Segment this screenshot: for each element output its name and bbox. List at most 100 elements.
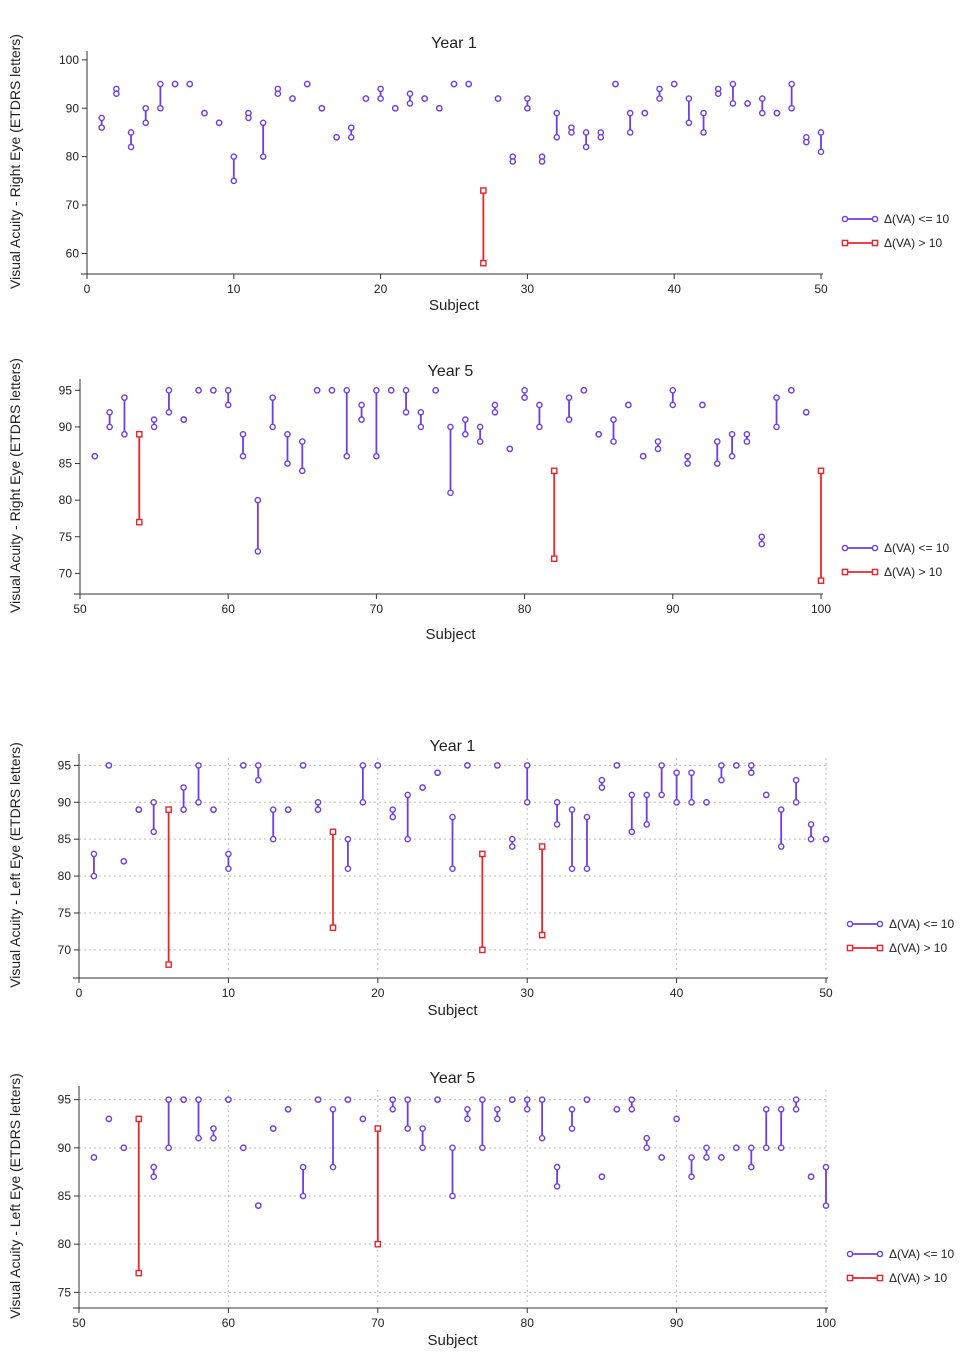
value-b-point bbox=[135, 1269, 143, 1277]
value-a-point bbox=[685, 95, 693, 102]
subject-7-mark bbox=[180, 784, 187, 813]
value-b-point bbox=[91, 452, 99, 460]
subject-31-mark bbox=[538, 153, 546, 165]
legend-small-change-marker-right bbox=[876, 1250, 884, 1258]
subject-28-mark bbox=[494, 95, 502, 102]
chart-panel-3: Year 1 70 75 80 85 90 95 0 10 20 30 40 50 Subject Visu… bbox=[7, 738, 954, 1019]
value-b-point bbox=[284, 806, 292, 813]
value-b-point bbox=[553, 1183, 561, 1190]
y-axis-label: Visual Acuity - Left Eye (ETDRS letters) bbox=[7, 742, 23, 988]
value-a-point bbox=[157, 80, 164, 88]
x-tick-label: 60 bbox=[222, 1316, 236, 1330]
value-a-point bbox=[359, 762, 367, 769]
value-b-point bbox=[239, 452, 247, 460]
subject-4-mark bbox=[142, 104, 150, 127]
subject-38-mark bbox=[641, 109, 649, 117]
subject-88-mark bbox=[639, 452, 647, 460]
subject-55-mark bbox=[150, 416, 158, 431]
legend: Δ(VA) <= 10 Δ(VA) > 10 bbox=[841, 212, 949, 250]
subject-55-mark bbox=[150, 1163, 157, 1181]
y-axis-label: Visual Acuity - Right Eye (ETDRS letters… bbox=[7, 34, 23, 289]
value-b-point bbox=[733, 762, 740, 769]
value-a-point bbox=[230, 153, 238, 160]
chart-title: Year 1 bbox=[431, 35, 477, 52]
subject-19-mark bbox=[362, 95, 370, 102]
value-a-point bbox=[180, 784, 187, 791]
subject-65-mark bbox=[298, 438, 306, 475]
value-b-point bbox=[748, 1163, 755, 1171]
value-a-point bbox=[299, 1163, 307, 1171]
subject-16-mark bbox=[318, 104, 326, 112]
value-b-point bbox=[626, 129, 634, 136]
subject-3-mark bbox=[127, 129, 135, 151]
value-a-point bbox=[817, 467, 825, 475]
value-a-point bbox=[538, 843, 546, 850]
value-b-point bbox=[447, 489, 454, 497]
x-tick-label: 0 bbox=[76, 986, 83, 1000]
x-tick-label: 80 bbox=[521, 1316, 535, 1330]
data-marks bbox=[91, 387, 825, 584]
subject-40-mark bbox=[673, 769, 680, 806]
value-b-point bbox=[703, 798, 710, 806]
subject-49-mark bbox=[807, 821, 815, 843]
value-b-point bbox=[656, 95, 663, 102]
subject-100-mark bbox=[817, 467, 825, 584]
subject-58-mark bbox=[195, 1096, 202, 1142]
value-a-point bbox=[142, 104, 150, 112]
subject-24-mark bbox=[434, 769, 441, 777]
subject-76-mark bbox=[462, 416, 469, 438]
y-tick-label: 75 bbox=[58, 1285, 72, 1299]
subject-69-mark bbox=[358, 401, 365, 423]
value-b-point bbox=[464, 1115, 471, 1123]
subject-12-mark bbox=[259, 119, 267, 160]
subject-13-mark bbox=[274, 85, 282, 98]
subject-61-mark bbox=[240, 1144, 247, 1152]
value-b-point bbox=[389, 813, 397, 821]
value-b-point bbox=[224, 401, 232, 409]
legend-large-change-marker-left bbox=[841, 568, 849, 576]
subject-87-mark bbox=[625, 401, 632, 409]
value-a-point bbox=[329, 828, 337, 836]
value-b-point bbox=[685, 119, 693, 127]
legend-small-change-marker-right bbox=[871, 215, 879, 223]
x-tick-label: 10 bbox=[227, 282, 241, 296]
value-a-point bbox=[344, 835, 352, 843]
value-a-point bbox=[225, 850, 232, 858]
value-b-point bbox=[195, 387, 202, 394]
value-b-point bbox=[105, 1115, 113, 1123]
value-b-point bbox=[245, 114, 252, 122]
value-b-point bbox=[817, 148, 825, 156]
value-b-point bbox=[508, 843, 516, 850]
subject-34-mark bbox=[582, 129, 590, 151]
legend: Δ(VA) <= 10 Δ(VA) > 10 bbox=[841, 541, 949, 579]
value-b-point bbox=[269, 423, 276, 431]
value-b-point bbox=[150, 423, 158, 431]
value-a-point bbox=[568, 806, 576, 813]
subject-21-mark bbox=[389, 806, 397, 821]
value-b-point bbox=[195, 798, 202, 806]
subject-3-mark bbox=[120, 858, 128, 865]
value-a-point bbox=[688, 1154, 695, 1161]
value-a-point bbox=[508, 835, 516, 843]
value-b-point bbox=[298, 467, 306, 475]
value-b-point bbox=[419, 1144, 426, 1152]
value-b-point bbox=[240, 1144, 247, 1152]
value-b-point bbox=[494, 1115, 501, 1123]
subject-100-mark bbox=[822, 1163, 830, 1209]
y-tick-label: 75 bbox=[59, 530, 73, 544]
value-b-point bbox=[165, 1144, 172, 1152]
value-b-point bbox=[802, 408, 810, 416]
value-b-point bbox=[391, 104, 399, 112]
x-axis-label: Subject bbox=[425, 626, 476, 643]
value-b-point bbox=[404, 835, 411, 843]
subject-11-mark bbox=[245, 109, 252, 122]
value-b-point bbox=[538, 931, 546, 939]
value-a-point bbox=[713, 438, 721, 445]
subject-10-mark bbox=[230, 153, 238, 185]
subject-43-mark bbox=[718, 762, 725, 784]
x-tick-label: 40 bbox=[668, 282, 682, 296]
subject-99-mark bbox=[802, 408, 810, 416]
value-b-point bbox=[494, 762, 501, 769]
x-tick-label: 100 bbox=[811, 602, 831, 616]
subject-59-mark bbox=[210, 387, 217, 394]
